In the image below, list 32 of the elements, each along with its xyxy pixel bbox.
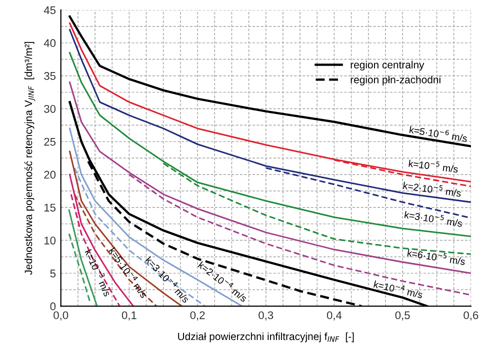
- x-axis-title: Udział powierzchni infiltracyjnej f$_{INF}$ [-]: [178, 332, 354, 342]
- y-tick-label: 5: [50, 270, 56, 278]
- y-tick-label: 0: [50, 302, 56, 310]
- y-tick-label: 20: [44, 170, 56, 179]
- x-tick-label: 0,5: [395, 311, 410, 320]
- x-tick-label: 0,3: [258, 311, 274, 320]
- x-tick-label: 0,2: [190, 311, 205, 320]
- y-tick-label: 15: [44, 204, 56, 212]
- annotation: k=3·10$^{−4}$ m/s: [145, 255, 191, 304]
- y-tick-label: 35: [44, 72, 56, 80]
- x-tick-label: 0,1: [122, 311, 136, 320]
- annotation: k=2·10$^{−4}$ m/s: [198, 260, 249, 302]
- y-tick-label: 30: [44, 104, 56, 113]
- annotation: k=5·10$^{−4}$ m/s: [108, 247, 146, 298]
- annotation: k=10$^{−5}$ m/s: [408, 158, 458, 173]
- annotation: k=2·10$^{−5}$ m/s: [403, 180, 462, 197]
- annotation: k=5·10$^{−6}$ m/s: [409, 124, 468, 142]
- y-tick-label: 45: [44, 6, 56, 14]
- y-tick-label: 40: [44, 39, 56, 48]
- legend-label: region płn-zachodni: [350, 76, 440, 86]
- y-tick-label: 10: [44, 236, 56, 244]
- y-tick-label: 25: [44, 138, 56, 146]
- annotation: k=10$^{−3}$ m/s: [84, 249, 110, 297]
- annotation: k=6·10$^{−5}$ m/s: [407, 248, 466, 266]
- line-series: [68, 15, 471, 148]
- annotation: k=10$^{−4}$ m/s: [374, 278, 424, 298]
- x-tick-label: 0,4: [326, 311, 342, 320]
- y-axis-title: Jednostkowa pojemność retencyjna V$_{JINF}$ [dm³/m²]: [24, 42, 36, 275]
- x-tick-label: 0,0: [54, 311, 68, 320]
- legend-label: region centralny: [350, 60, 424, 71]
- annotation: k=3·10$^{−5}$ m/s: [404, 209, 463, 228]
- x-tick-label: 0,6: [464, 311, 478, 320]
